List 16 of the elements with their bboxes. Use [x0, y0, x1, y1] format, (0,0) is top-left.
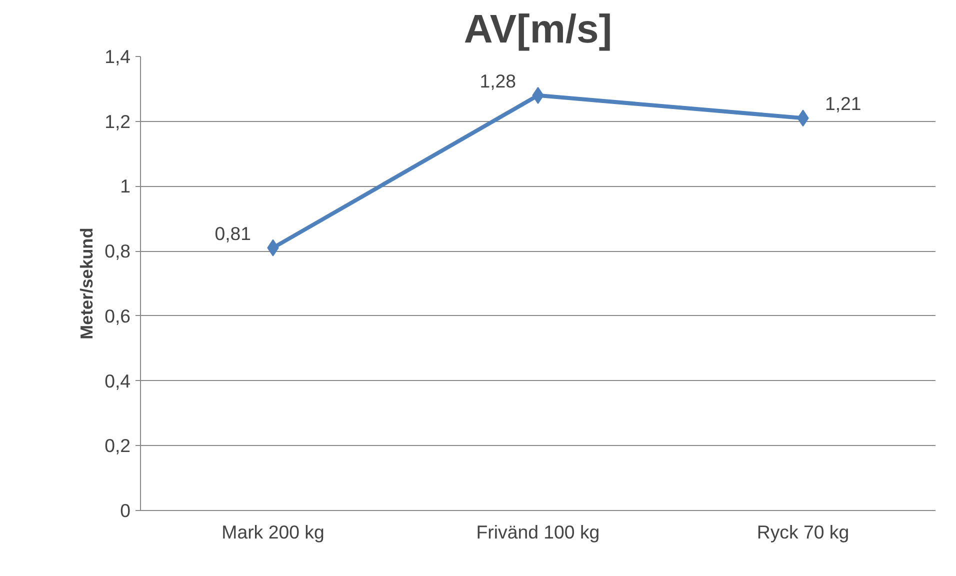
data-label: 1,28: [480, 70, 516, 92]
y-tick-label: 0,8: [104, 240, 131, 262]
y-tick-label: 0,2: [104, 435, 131, 456]
y-tick-label: 1,2: [104, 110, 131, 132]
y-tick-label: 1,4: [104, 46, 131, 67]
data-label: 0,81: [214, 222, 251, 244]
data-label: 1,21: [825, 93, 862, 114]
y-axis-title: Meter/sekund: [76, 228, 97, 340]
x-tick-label: Frivänd 100 kg: [476, 522, 600, 542]
y-tick-label: 0,4: [104, 370, 131, 392]
y-tick-label: 1: [120, 176, 131, 197]
x-tick-label: Mark 200 kg: [222, 522, 324, 542]
chart-title: AV[m/s]: [464, 8, 612, 52]
y-tick-label: 0: [120, 500, 131, 521]
x-tick-label: Ryck 70 kg: [756, 522, 850, 542]
y-tick-label: 0,6: [104, 305, 131, 326]
